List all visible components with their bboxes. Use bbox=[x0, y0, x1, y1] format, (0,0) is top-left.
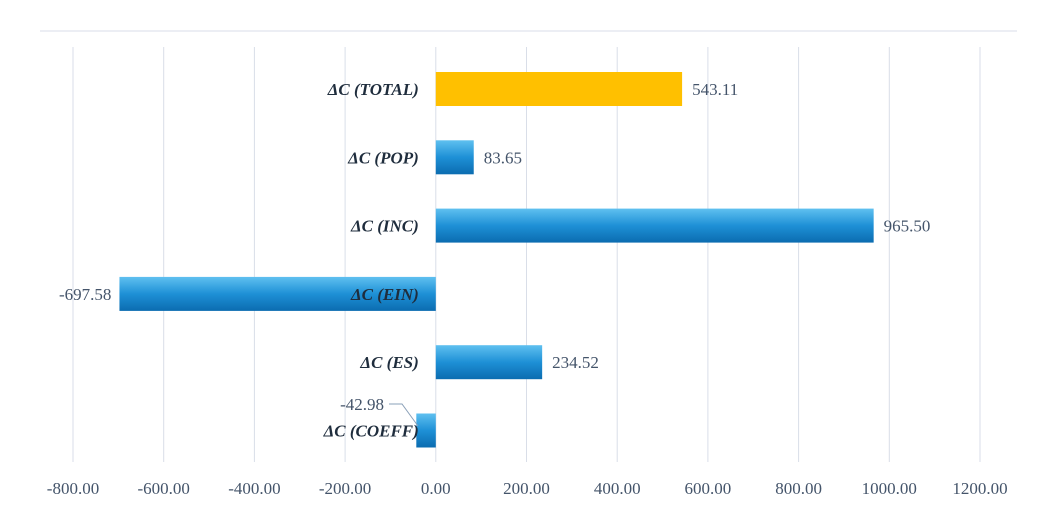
bar bbox=[435, 208, 874, 243]
bar bbox=[416, 413, 436, 448]
x-tick-label: -600.00 bbox=[137, 479, 189, 498]
category-label: ΔC (POP) bbox=[347, 148, 419, 167]
x-tick-label: 0.00 bbox=[421, 479, 451, 498]
x-tick-label: 1000.00 bbox=[862, 479, 917, 498]
category-label: ΔC (ES) bbox=[359, 353, 418, 372]
bars bbox=[119, 72, 874, 448]
x-tick-label: -400.00 bbox=[228, 479, 280, 498]
x-tick-label: 400.00 bbox=[594, 479, 641, 498]
gridlines bbox=[72, 47, 981, 462]
bar bbox=[435, 140, 474, 175]
data-label: 543.11 bbox=[692, 80, 738, 99]
x-tick-label: -200.00 bbox=[319, 479, 371, 498]
x-axis-ticks: -800.00 -600.00 -400.00 -200.00 0.00 200.00 40… bbox=[47, 479, 1008, 498]
category-label: ΔC (TOTAL) bbox=[327, 80, 419, 99]
data-label: -697.58 bbox=[59, 285, 111, 304]
category-label: ΔC (COEFF) bbox=[323, 422, 419, 441]
data-label: 234.52 bbox=[552, 353, 599, 372]
labels: ΔC (TOTAL) 543.11 ΔC (POP) 83.65 ΔC (INC) 965… bbox=[59, 80, 930, 441]
category-label: ΔC (EIN) bbox=[350, 285, 419, 304]
leader-line bbox=[389, 403, 419, 427]
x-tick-label: 200.00 bbox=[503, 479, 550, 498]
x-tick-label: 1200.00 bbox=[952, 479, 1007, 498]
x-tick-label: -800.00 bbox=[47, 479, 99, 498]
x-tick-label: 800.00 bbox=[775, 479, 822, 498]
bar bbox=[435, 345, 543, 380]
data-label: 965.50 bbox=[884, 217, 931, 236]
category-label: ΔC (INC) bbox=[350, 217, 419, 236]
data-label: 83.65 bbox=[484, 148, 522, 167]
data-label: -42.98 bbox=[340, 395, 384, 414]
bar bbox=[435, 72, 683, 106]
x-tick-label: 600.00 bbox=[685, 479, 732, 498]
bar bbox=[119, 276, 436, 311]
